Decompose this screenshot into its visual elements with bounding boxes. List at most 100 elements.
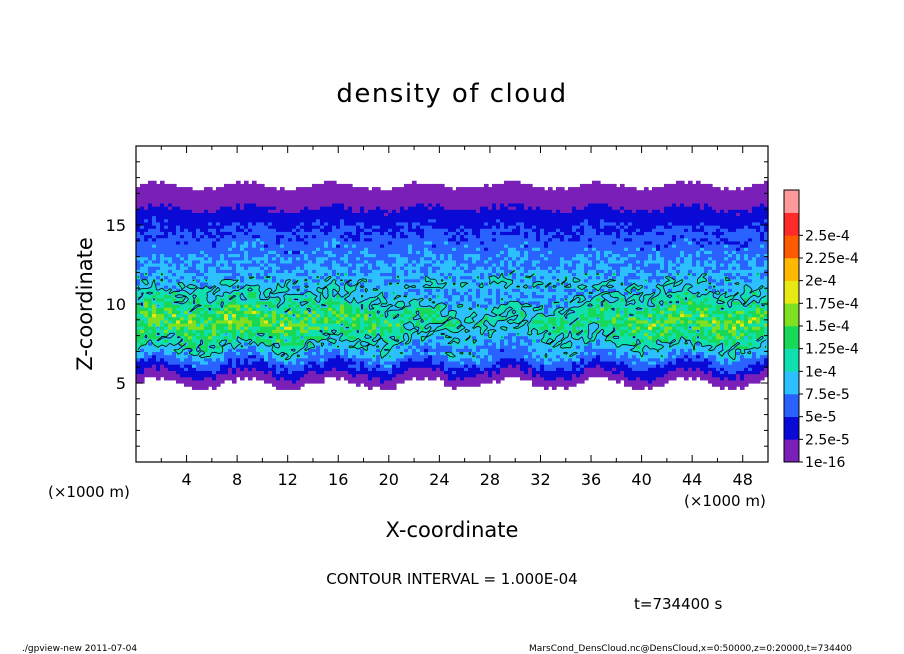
heat-cell xyxy=(320,370,325,375)
heat-cell xyxy=(504,329,509,334)
heat-cell xyxy=(484,354,489,359)
heat-cell xyxy=(448,364,453,368)
heat-cell xyxy=(588,360,593,365)
heat-cell xyxy=(596,364,601,368)
heat-cell xyxy=(688,345,693,349)
heat-cell xyxy=(304,345,309,349)
heat-cell xyxy=(168,313,173,318)
heat-cell xyxy=(556,332,561,337)
heat-cell xyxy=(216,354,221,359)
heat-cell xyxy=(184,373,189,378)
heat-cell xyxy=(600,354,605,359)
heat-cell xyxy=(732,364,737,368)
heat-cell xyxy=(648,367,653,371)
heat-cell xyxy=(404,316,409,321)
heat-cell xyxy=(324,310,329,315)
heat-cell xyxy=(348,326,353,330)
heat-cell xyxy=(232,357,237,362)
heat-cell xyxy=(424,345,429,349)
heat-cell xyxy=(520,370,525,375)
heat-cell xyxy=(244,316,249,321)
heat-cell xyxy=(708,310,713,315)
heat-cell xyxy=(628,326,633,330)
heat-cell xyxy=(516,360,521,365)
heat-cell xyxy=(684,367,689,371)
heat-cell xyxy=(412,367,417,371)
heat-cell xyxy=(516,329,521,334)
heat-cell xyxy=(700,345,705,349)
heat-cell xyxy=(436,360,441,365)
heat-cell xyxy=(468,307,473,311)
heat-cell xyxy=(312,354,317,359)
heat-cell xyxy=(740,341,745,346)
heat-cell xyxy=(148,307,153,311)
heat-cell xyxy=(288,335,293,340)
heat-cell xyxy=(208,364,213,368)
heat-cell xyxy=(208,329,213,334)
heat-cell xyxy=(272,329,277,334)
heat-cell xyxy=(248,335,253,340)
heat-cell xyxy=(344,332,349,337)
heat-cell xyxy=(764,357,769,362)
heat-cell xyxy=(212,326,217,330)
heat-cell xyxy=(588,332,593,337)
heat-cell xyxy=(684,322,689,327)
heat-cell xyxy=(420,357,425,362)
heat-cell xyxy=(752,310,757,315)
heat-cell xyxy=(612,351,617,356)
heat-cell xyxy=(472,357,477,362)
heat-cell xyxy=(276,351,281,356)
heat-cell xyxy=(532,351,537,356)
heat-cell xyxy=(500,329,505,334)
heat-cell xyxy=(148,354,153,359)
heat-cell xyxy=(268,376,273,381)
heat-cell xyxy=(412,338,417,343)
heat-cell xyxy=(208,360,213,365)
heat-cell xyxy=(640,335,645,340)
heat-cell xyxy=(456,364,461,368)
heat-cell xyxy=(676,319,681,324)
heat-cell xyxy=(456,360,461,365)
heat-cell xyxy=(192,357,197,362)
heat-cell xyxy=(524,319,529,324)
heat-cell xyxy=(308,348,313,352)
heat-cell xyxy=(368,310,373,315)
heat-cell xyxy=(688,348,693,352)
heat-cell xyxy=(748,332,753,337)
heat-cell xyxy=(452,326,457,330)
heat-cell xyxy=(380,364,385,368)
heat-cell xyxy=(556,364,561,368)
heat-cell xyxy=(752,364,757,368)
heat-cell xyxy=(256,364,261,368)
heat-cell xyxy=(652,357,657,362)
heat-cell xyxy=(548,351,553,356)
heat-cell xyxy=(512,364,517,368)
heat-cell xyxy=(432,357,437,362)
heat-cell xyxy=(280,313,285,318)
heat-cell xyxy=(440,341,445,346)
heat-cell xyxy=(328,373,333,378)
heat-cell xyxy=(360,376,365,381)
heat-cell xyxy=(544,319,549,324)
heat-cell xyxy=(560,310,565,315)
heat-cell xyxy=(432,364,437,368)
heat-cell xyxy=(140,367,145,371)
heat-cell xyxy=(316,364,321,368)
heat-cell xyxy=(424,341,429,346)
heat-cell xyxy=(576,313,581,318)
heat-cell xyxy=(688,360,693,365)
heat-cell xyxy=(700,370,705,375)
heat-cell xyxy=(544,332,549,337)
heat-cell xyxy=(472,351,477,356)
heat-cell xyxy=(168,329,173,334)
heat-cell xyxy=(476,307,481,311)
heat-cell xyxy=(264,373,269,378)
heat-cell xyxy=(176,310,181,315)
heat-cell xyxy=(752,373,757,378)
heat-cell xyxy=(744,357,749,362)
heat-cell xyxy=(620,357,625,362)
heat-cell xyxy=(372,332,377,337)
heat-cell xyxy=(708,367,713,371)
heat-cell xyxy=(572,345,577,349)
heat-cell xyxy=(644,329,649,334)
